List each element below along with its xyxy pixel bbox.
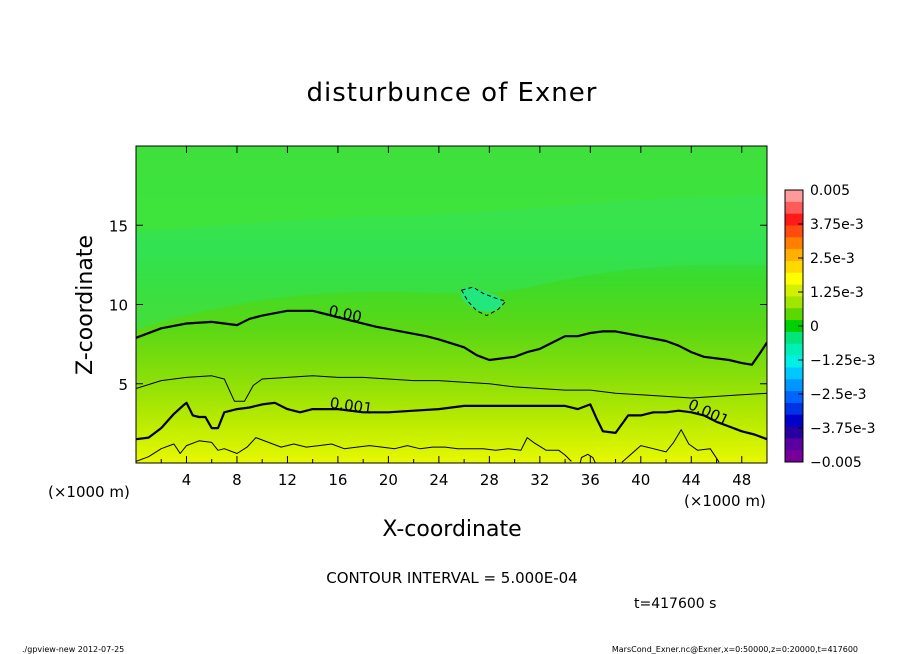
x-tick-label: 28: [480, 471, 499, 489]
y-tick-label: 10: [109, 297, 128, 315]
colorbar-tick-label: −1.25e-3: [810, 353, 875, 369]
x-axis-label: X-coordinate: [382, 517, 521, 542]
colorbar-swatch: [785, 190, 803, 203]
colorbar: 0.005 3.75e-3 2.5e-3 1.25e-3 0 −1.25e-3 −2.5e-…: [784, 183, 875, 471]
colorbar-swatch: [785, 331, 803, 345]
contour-interval-note: CONTOUR INTERVAL = 5.000E-04: [326, 569, 577, 587]
colorbar-tick-label: −3.75e-3: [810, 421, 875, 437]
contour-plot-area: 0.000.001 0.001 4 8 12 16 20 24 28 32 36 40 44 48 51…: [109, 145, 768, 489]
x-tick-label: 4: [182, 471, 192, 489]
colorbar-tick-label: 2.5e-3: [810, 251, 855, 267]
contour-line: [621, 429, 720, 463]
colorbar-tick-label: 0: [810, 319, 819, 335]
x-tick-label: 12: [278, 471, 297, 489]
contour-line: [579, 453, 596, 463]
colorbar-swatch: [785, 308, 803, 321]
colorbar-swatch: [785, 355, 803, 368]
contour-line: [136, 437, 572, 462]
colorbar-swatch: [785, 260, 803, 274]
x-tick-label: 40: [631, 471, 650, 489]
footer-left: ./gpview-new 2012-07-25: [22, 645, 124, 654]
colorbar-swatch: [785, 249, 803, 262]
time-label: t=417600 s: [634, 596, 716, 612]
contour-line: [136, 309, 767, 366]
min-region-fill: [460, 287, 503, 312]
colorbar-swatch: [785, 272, 803, 286]
y-tick-label: 5: [118, 376, 128, 394]
x-unit-label-right: (×1000 m): [684, 492, 766, 510]
colorbar-tick-label: −2.5e-3: [810, 387, 867, 403]
colorbar-swatch: [785, 414, 803, 428]
colorbar-swatch: [785, 201, 803, 215]
colorbar-swatch: [785, 320, 803, 333]
x-tick-label: 32: [530, 471, 549, 489]
colorbar-tick-label: 3.75e-3: [810, 217, 864, 233]
y-axis-label: Z-coordinate: [73, 235, 98, 375]
colorbar-swatch: [785, 391, 803, 404]
colorbar-tick-label: 1.25e-3: [810, 285, 864, 301]
colorbar-tick-label: −0.005: [810, 455, 862, 471]
x-tick-label: 16: [328, 471, 347, 489]
colorbar-swatch: [785, 237, 803, 250]
contour-line: [136, 375, 767, 402]
x-unit-label-left: (×1000 m): [48, 483, 130, 501]
x-tick-label: 36: [581, 471, 600, 489]
colorbar-swatch: [785, 438, 803, 451]
colorbar-swatch: [785, 225, 803, 238]
x-tick-label: 20: [379, 471, 398, 489]
contour-line: [136, 401, 767, 441]
contour-label: 0.001: [329, 394, 374, 418]
colorbar-tick-label: 0.005: [810, 183, 850, 199]
x-tick-label: 8: [232, 471, 242, 489]
chart-title: disturbunce of Exner: [307, 78, 598, 108]
y-tick-label: 15: [109, 217, 128, 235]
x-tick-label: 48: [732, 471, 751, 489]
colorbar-swatch: [785, 450, 803, 463]
colorbar-swatch: [785, 343, 803, 357]
contour-line: [461, 286, 507, 317]
plot-background: [136, 146, 767, 463]
colorbar-swatch: [785, 284, 803, 297]
x-tick-label: 44: [682, 471, 701, 489]
colorbar-swatch: [785, 296, 803, 309]
negative-region-fill: [136, 195, 767, 330]
footer-right: MarsCond_Exner.nc@Exner,x=0:50000,z=0:20…: [612, 645, 858, 654]
colorbar-swatch: [785, 426, 803, 439]
colorbar-swatch: [785, 379, 803, 392]
colorbar-swatch: [785, 367, 803, 380]
colorbar-swatch: [785, 213, 803, 226]
colorbar-swatch: [785, 402, 803, 416]
x-tick-label: 24: [429, 471, 448, 489]
